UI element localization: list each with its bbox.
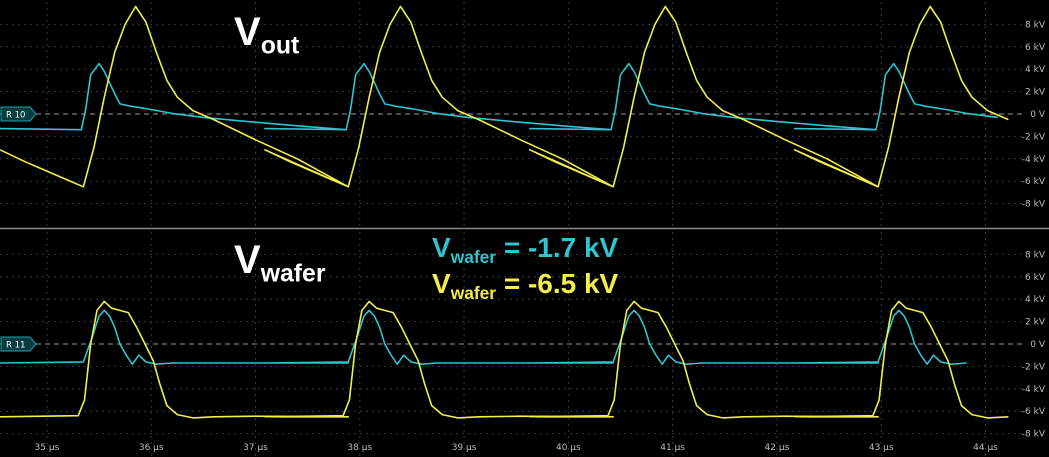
- vwafer-annotation: Vwafer: [234, 238, 325, 289]
- ref-marker-label-0: R 10: [6, 111, 25, 121]
- cyan-vwafer-value: Vwafer = -1.7 kV: [432, 232, 618, 268]
- ref-marker-1[interactable]: R 11: [0, 336, 37, 352]
- x-tick-label-3: 38 µs: [347, 443, 372, 453]
- vout-annotation-sub: out: [260, 32, 300, 60]
- cyan-vwafer-main: V: [432, 232, 451, 263]
- ref-marker-shape-1: [0, 336, 37, 352]
- y-tick-label-0-5: -2 kV: [1022, 132, 1046, 142]
- trace-yellow-panel-0: [0, 5, 1009, 188]
- y-tick-label-0-1: 6 kV: [1025, 43, 1046, 53]
- y-tick-label-0-3: 2 kV: [1025, 88, 1046, 98]
- y-tick-label-1-2: 4 kV: [1025, 295, 1046, 305]
- yellow-vwafer-rest: = -6.5 kV: [496, 268, 619, 299]
- y-tick-label-0-8: -8 kV: [1022, 200, 1046, 210]
- y-tick-label-1-4: 0 V: [1030, 340, 1046, 350]
- vout-annotation: Vout: [234, 10, 299, 61]
- ticks-layer: 8 kV 6 kV 4 kV 2 kV 0 V -2 kV -4 kV -6 kV -8 kV 8…: [35, 20, 1046, 453]
- x-tick-label-1: 36 µs: [139, 443, 164, 453]
- y-tick-label-0-2: 4 kV: [1025, 65, 1046, 75]
- x-tick-label-5: 40 µs: [556, 443, 581, 453]
- traces-layer: [0, 5, 1009, 419]
- x-tick-label-0: 35 µs: [35, 443, 60, 453]
- y-tick-label-0-6: -4 kV: [1022, 155, 1046, 165]
- x-tick-label-2: 37 µs: [243, 443, 268, 453]
- yellow-vwafer-sub: wafer: [450, 283, 497, 304]
- y-tick-label-1-0: 8 kV: [1025, 250, 1046, 260]
- ref-marker-0[interactable]: R 10: [0, 106, 37, 122]
- ref-marker-label-1: R 11: [6, 341, 25, 351]
- y-tick-label-1-6: -4 kV: [1022, 385, 1046, 395]
- y-tick-label-1-5: -2 kV: [1022, 362, 1046, 372]
- vwafer-annotation-sub: wafer: [260, 260, 326, 288]
- reference-markers-layer: R 10 R 11: [0, 106, 37, 352]
- y-tick-label-0-7: -6 kV: [1022, 177, 1046, 187]
- y-tick-label-1-8: -8 kV: [1022, 430, 1046, 440]
- cyan-vwafer-rest: = -1.7 kV: [496, 232, 619, 263]
- vwafer-annotation-main: V: [234, 238, 261, 282]
- trace-cyan-panel-1: [0, 309, 967, 365]
- yellow-vwafer-main: V: [432, 268, 451, 299]
- ref-marker-shape-0: [0, 106, 37, 122]
- trace-yellow-panel-1: [0, 300, 1009, 419]
- x-tick-label-7: 42 µs: [765, 443, 790, 453]
- yellow-vwafer-value: Vwafer = -6.5 kV: [432, 268, 618, 304]
- trace-cyan-panel-0: [0, 62, 999, 131]
- y-tick-label-1-7: -6 kV: [1022, 407, 1046, 417]
- x-tick-label-6: 41 µs: [660, 443, 685, 453]
- x-tick-label-4: 39 µs: [452, 443, 477, 453]
- cyan-vwafer-sub: wafer: [450, 247, 497, 268]
- y-tick-label-1-3: 2 kV: [1025, 318, 1046, 328]
- vout-annotation-main: V: [234, 10, 261, 54]
- x-tick-label-9: 44 µs: [973, 443, 998, 453]
- y-tick-label-0-0: 8 kV: [1025, 20, 1046, 30]
- y-tick-label-0-4: 0 V: [1030, 110, 1046, 120]
- x-tick-label-8: 43 µs: [869, 443, 894, 453]
- y-tick-label-1-1: 6 kV: [1025, 273, 1046, 283]
